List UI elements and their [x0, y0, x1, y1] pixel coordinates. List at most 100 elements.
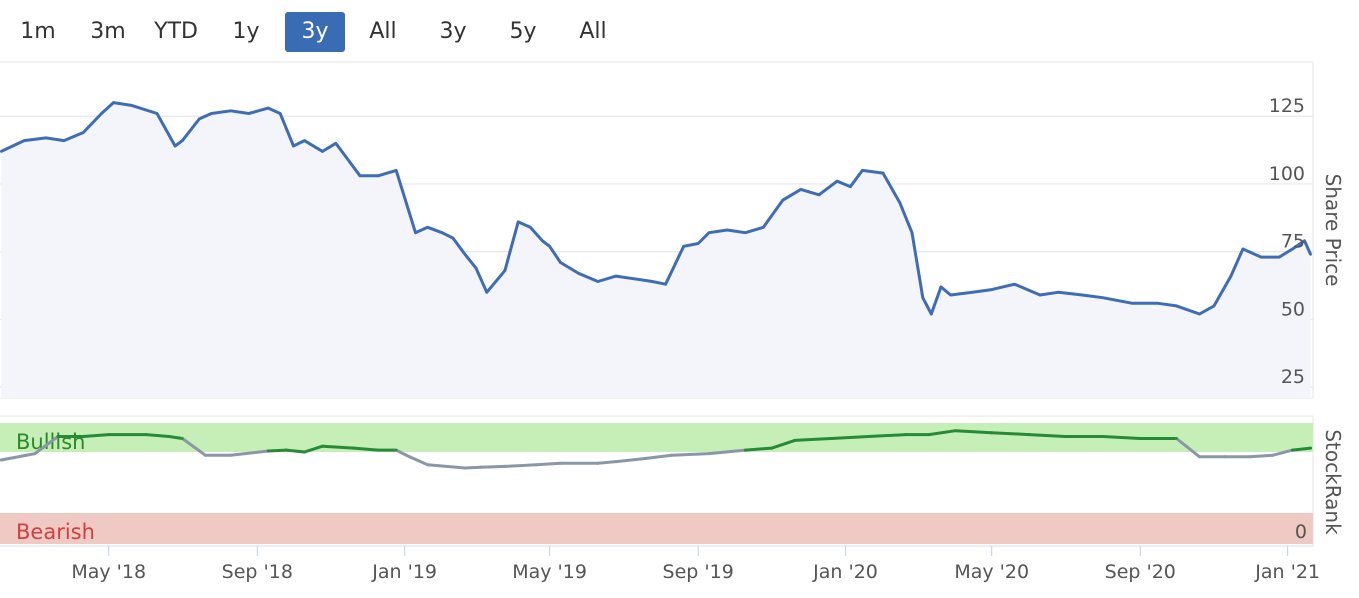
price-point	[181, 139, 184, 142]
rank-segment	[534, 461, 562, 467]
rank-point	[867, 435, 870, 438]
rank-point	[479, 465, 483, 469]
rank-point	[1139, 437, 1142, 440]
rank-segment	[829, 435, 870, 440]
price-point	[861, 169, 864, 172]
price-point	[529, 226, 532, 229]
rank-segment	[394, 448, 411, 459]
rank-point	[904, 433, 908, 436]
price-point	[990, 288, 993, 291]
price-point	[541, 239, 544, 243]
rank-point	[303, 450, 306, 454]
rank-point	[408, 455, 411, 459]
rank-segment	[1271, 448, 1294, 457]
rank-segment	[426, 463, 467, 470]
rank-point	[394, 448, 398, 452]
price-point	[1241, 247, 1245, 251]
rank-y-tick-label: 0	[1295, 521, 1307, 543]
rank-segment	[770, 438, 797, 450]
price-y-tick-label: 100	[1269, 163, 1305, 185]
price-point	[100, 112, 103, 115]
rank-segment	[479, 464, 507, 469]
range-button-ytd[interactable]: YTD	[154, 19, 198, 44]
price-point	[725, 228, 729, 232]
price-point	[62, 139, 66, 142]
rank-bands: BullishBearish0	[0, 415, 1314, 546]
x-tick-label: Jan '21	[1254, 561, 1320, 583]
rank-segment	[743, 446, 774, 452]
rank-segment	[867, 433, 908, 438]
rank-segment	[180, 437, 207, 457]
rank-point	[285, 448, 288, 452]
price-point	[664, 282, 667, 286]
rank-segment	[144, 433, 171, 438]
price-point	[835, 179, 839, 183]
rank-point	[181, 437, 184, 440]
x-tick-label: Sep '19	[663, 561, 734, 583]
range-button-3y[interactable]: 3y	[439, 19, 467, 44]
price-point	[696, 242, 700, 245]
range-button-all[interactable]: All	[369, 19, 397, 44]
rank-segment	[990, 431, 1031, 437]
rank-point	[167, 435, 171, 438]
rank-point	[670, 453, 673, 457]
price-point	[1259, 255, 1263, 259]
price-point	[485, 291, 489, 294]
price-point	[1056, 291, 1060, 294]
rank-segment	[463, 465, 483, 470]
price-y-tick-label: 75	[1281, 231, 1305, 253]
rank-point	[559, 461, 562, 465]
price-point	[762, 226, 765, 229]
rank-point	[1271, 453, 1275, 457]
x-tick-label: May '19	[512, 561, 587, 583]
price-point	[817, 193, 821, 197]
price-point	[596, 280, 600, 283]
price-point	[394, 169, 398, 172]
rank-segment	[644, 453, 674, 460]
price-point	[173, 144, 177, 148]
price-point	[921, 296, 925, 300]
price-point	[1198, 312, 1201, 316]
rank-segment	[793, 437, 833, 442]
rank-point	[1309, 446, 1312, 450]
price-y-tick-label: 50	[1281, 298, 1305, 320]
rank-point	[107, 433, 110, 436]
x-tick-label: Sep '20	[1105, 561, 1176, 583]
price-axis-title: Share Price	[1321, 174, 1345, 287]
rank-segment	[33, 435, 60, 456]
price-point	[247, 112, 251, 115]
rank-point	[1291, 448, 1294, 452]
price-point	[463, 253, 467, 256]
price-point	[346, 158, 350, 161]
range-button-5y[interactable]: 5y	[509, 19, 537, 44]
range-button-1m[interactable]: 1m	[20, 19, 56, 44]
x-tick-label: Sep '18	[222, 561, 293, 583]
rank-segment	[167, 435, 184, 440]
price-point	[303, 139, 306, 142]
rank-point	[426, 463, 429, 467]
rank-point	[793, 439, 797, 442]
range-button-3m[interactable]: 3m	[90, 19, 126, 44]
rank-point	[82, 435, 85, 438]
rank-segment	[321, 444, 356, 450]
price-point	[1081, 293, 1084, 297]
rank-point	[954, 429, 957, 433]
rank-point	[1198, 455, 1201, 459]
rank-segment	[503, 463, 538, 468]
rank-point	[503, 465, 507, 468]
range-button-3y[interactable]: 3y	[285, 12, 345, 52]
rank-segment	[1175, 437, 1201, 459]
range-button-1y[interactable]: 1y	[232, 19, 260, 44]
rank-segment	[1101, 435, 1142, 440]
price-point	[155, 112, 159, 115]
rank-segment	[266, 448, 288, 453]
price-point	[229, 109, 232, 113]
price-point	[614, 274, 618, 278]
rank-segment	[0, 452, 37, 462]
price-point	[210, 112, 213, 115]
range-button-all[interactable]: All	[579, 19, 607, 44]
rank-segment	[927, 429, 957, 437]
price-point	[1013, 282, 1016, 286]
x-tick-label: May '20	[954, 561, 1029, 583]
price-point	[376, 174, 380, 178]
